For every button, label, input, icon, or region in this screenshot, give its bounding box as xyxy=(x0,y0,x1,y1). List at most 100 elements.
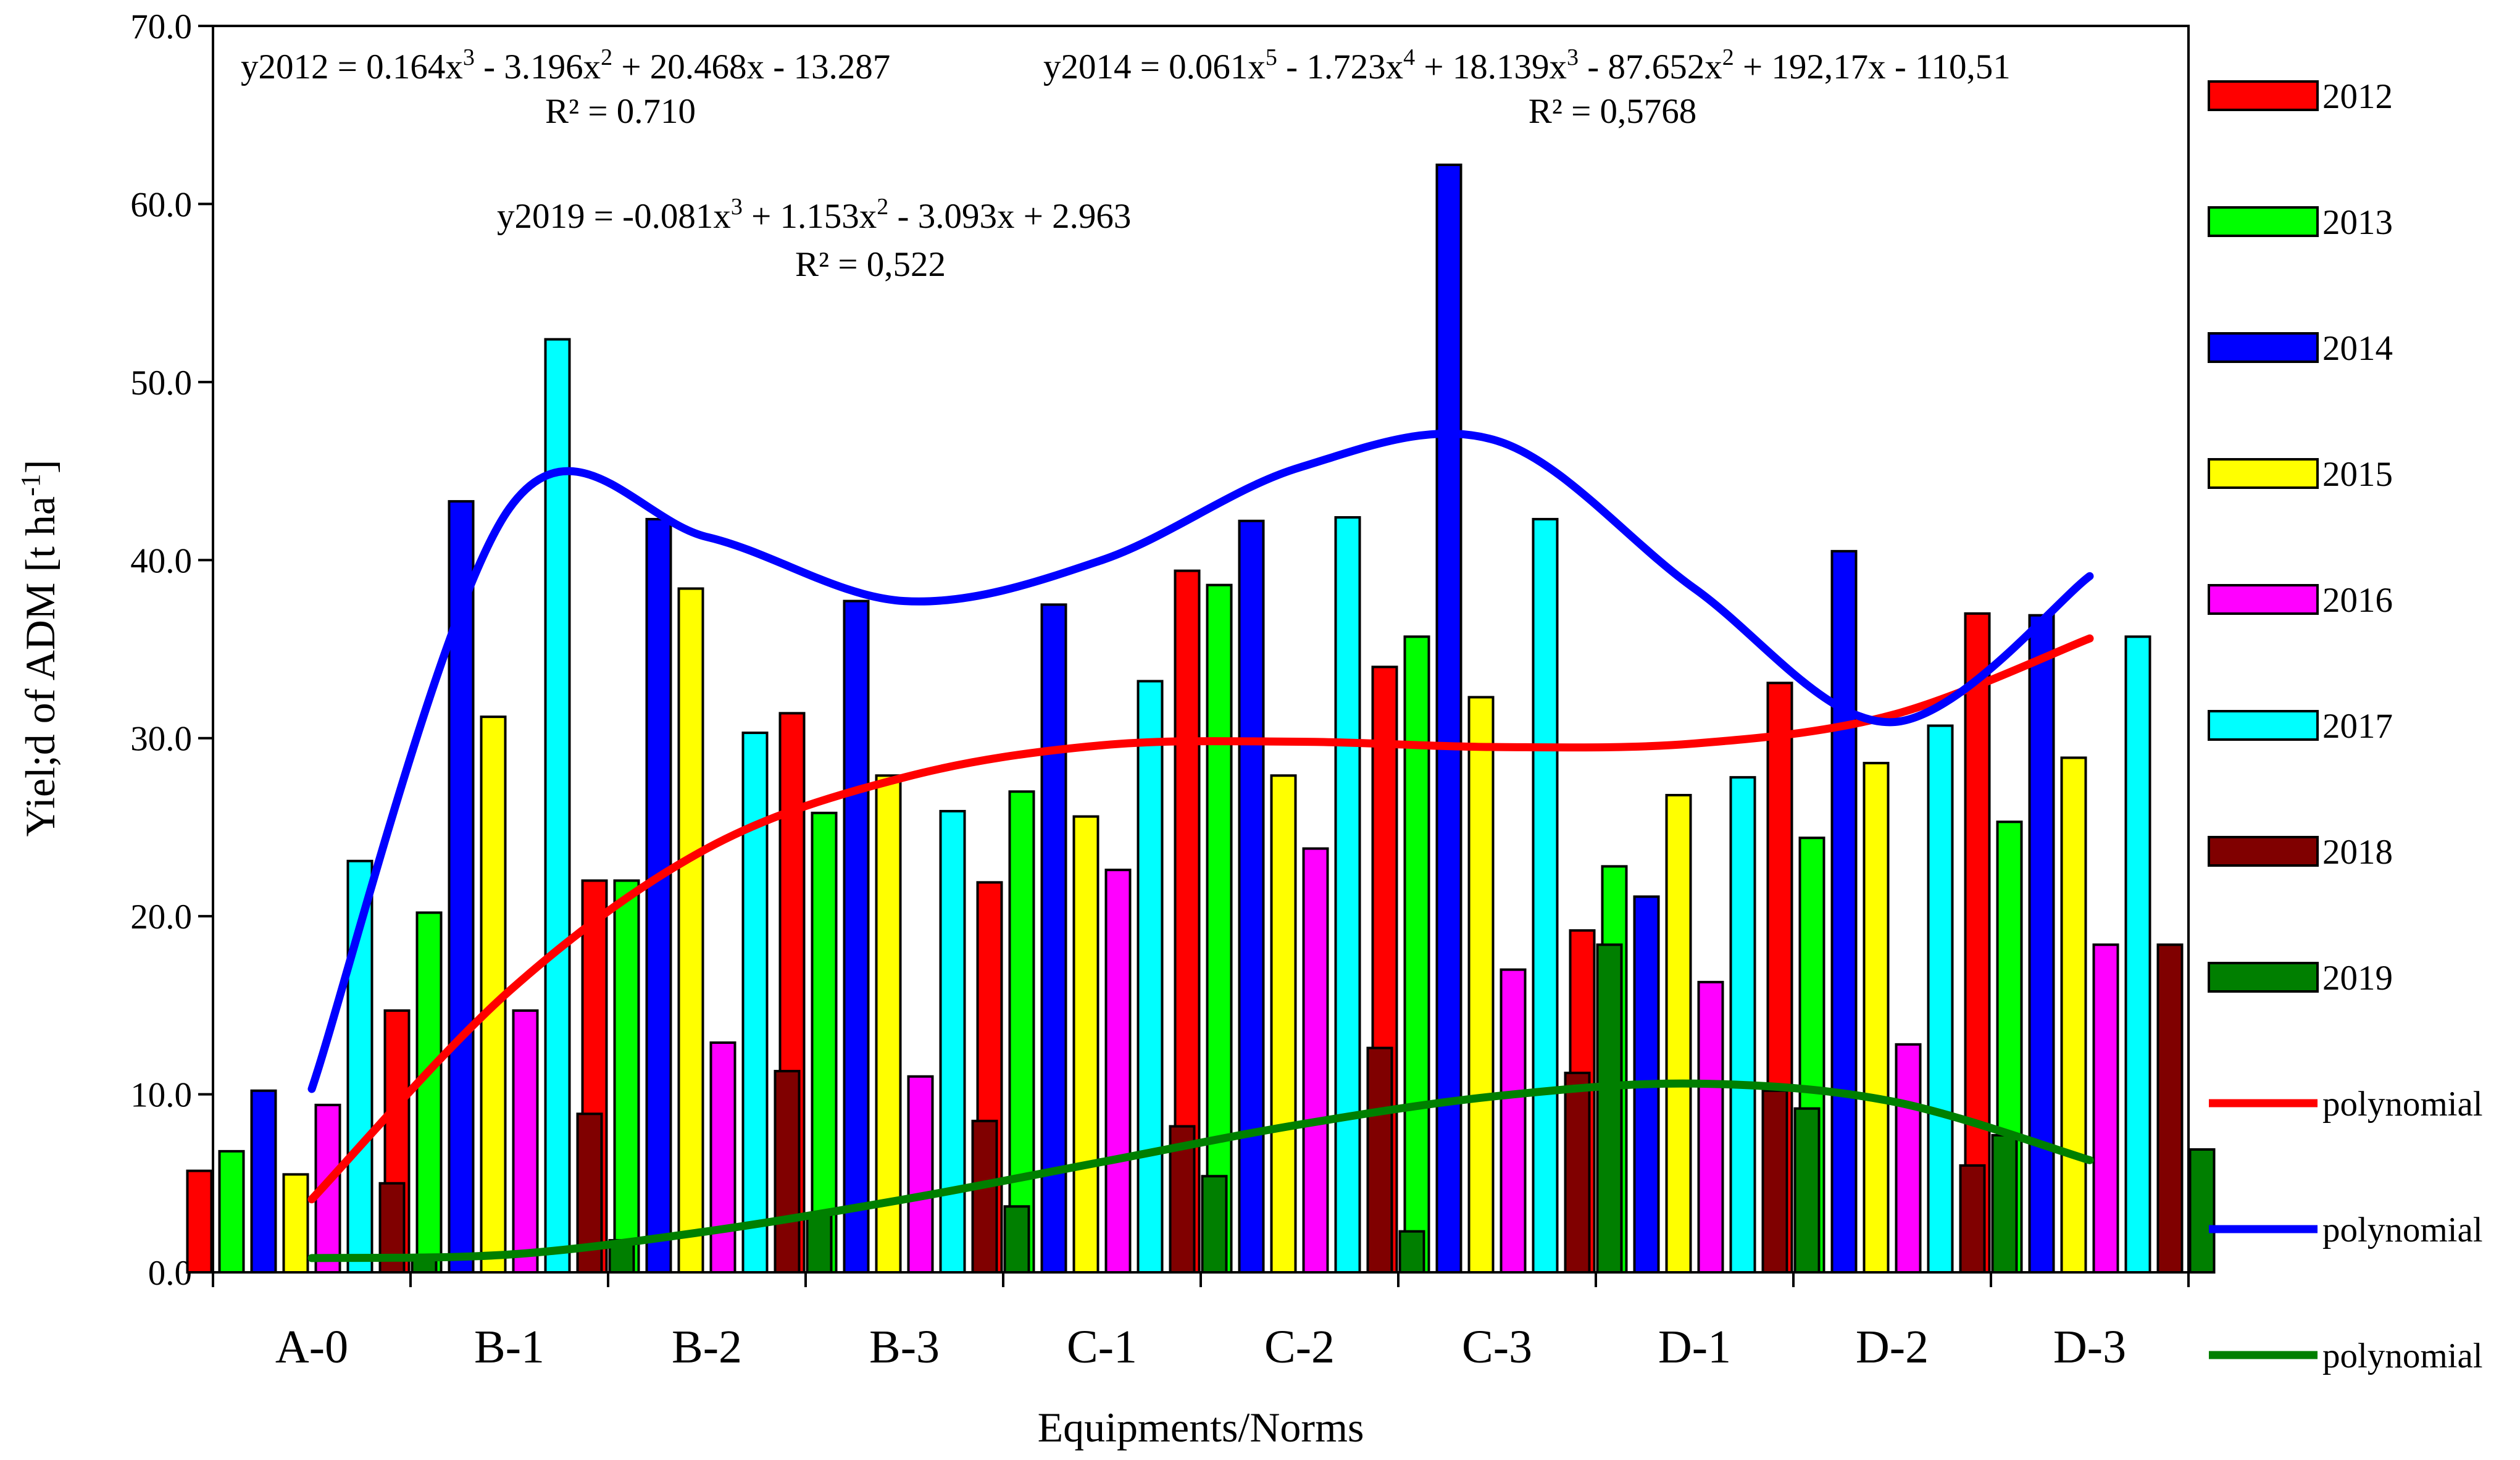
bar-2016-B-3 xyxy=(907,1075,934,1274)
y-tick-label: 0.0 xyxy=(148,1254,192,1293)
legend-swatch-2014 xyxy=(2208,332,2319,363)
legend-swatch-2016 xyxy=(2208,584,2319,615)
bar-2016-C-3 xyxy=(1500,968,1527,1274)
legend-swatch-2015 xyxy=(2208,458,2319,489)
bar-2012-D-3 xyxy=(1964,612,1991,1274)
y-tick-label: 50.0 xyxy=(130,364,192,403)
bar-2014-C-2 xyxy=(1238,519,1265,1274)
x-tick-label: C-3 xyxy=(1462,1321,1532,1373)
legend-label-2016: 2016 xyxy=(2322,581,2393,620)
legend-label-2013: 2013 xyxy=(2322,203,2393,242)
x-tick-label: D-2 xyxy=(1856,1321,1929,1373)
x-tick-label: B-3 xyxy=(869,1321,940,1373)
bar-2017-B-1 xyxy=(544,338,571,1274)
bar-2015-D-2 xyxy=(1863,762,1890,1274)
legend-label-trend-2: polynomial xyxy=(2322,1337,2483,1375)
bar-2015-C-2 xyxy=(1270,774,1297,1274)
bar-2019-D-1 xyxy=(1793,1107,1821,1274)
r2-2014: R² = 0,5768 xyxy=(1529,92,1697,131)
bar-2014-C-3 xyxy=(1435,163,1462,1274)
bar-2019-B-2 xyxy=(806,1212,833,1274)
y-tick-label: 20.0 xyxy=(130,898,192,936)
bar-2017-B-2 xyxy=(741,732,769,1274)
bar-2014-D-2 xyxy=(1830,549,1858,1274)
legend-label-2014: 2014 xyxy=(2322,329,2393,368)
equation-2019: y2019 = -0.081x3 + 1.153x2 - 3.093x + 2.… xyxy=(497,194,1131,236)
bar-2015-D-1 xyxy=(1665,794,1692,1274)
bar-2014-B-2 xyxy=(645,517,672,1274)
legend-label-trend-0: polynomial xyxy=(2322,1085,2483,1124)
bar-2019-D-3 xyxy=(2188,1148,2216,1274)
x-axis-title: Equipments/Norms xyxy=(1038,1404,1364,1451)
legend-swatch-2013 xyxy=(2208,206,2319,237)
bar-2013-B-2 xyxy=(613,879,640,1274)
trendlines xyxy=(307,430,2094,1262)
legend-label-2018: 2018 xyxy=(2322,833,2393,872)
bar-2013-B-1 xyxy=(415,911,443,1274)
y-tick-label: 70.0 xyxy=(130,7,192,46)
bar-2018-D-3 xyxy=(2156,943,2184,1274)
x-tick-label: B-2 xyxy=(672,1321,742,1373)
y-tick-label: 60.0 xyxy=(130,185,192,224)
legend-label-trend-1: polynomial xyxy=(2322,1211,2483,1249)
bar-2016-B-2 xyxy=(709,1041,736,1274)
legend-swatch-2019 xyxy=(2208,962,2319,993)
bar-2014-C-1 xyxy=(1040,603,1067,1274)
bar-2017-C-3 xyxy=(1532,517,1559,1274)
y-tick-label: 30.0 xyxy=(130,720,192,759)
bar-2013-C-3 xyxy=(1403,635,1430,1274)
y-axis-title: Yiel;d of ADM [t ha-1] xyxy=(15,460,64,837)
x-tick-label: B-1 xyxy=(474,1321,544,1373)
y-tick-label: 10.0 xyxy=(130,1076,192,1115)
bar-2017-D-3 xyxy=(2124,635,2151,1274)
legend-label-2019: 2019 xyxy=(2322,959,2393,998)
trendline-0 xyxy=(307,634,2094,1204)
legend-swatch-2012 xyxy=(2208,80,2319,111)
bar-2018-B-2 xyxy=(774,1070,801,1274)
bar-2015-A-0 xyxy=(282,1173,309,1274)
bar-2016-D-3 xyxy=(2092,943,2119,1274)
bar-2018-C-2 xyxy=(1366,1046,1393,1274)
bar-2013-A-0 xyxy=(218,1149,245,1274)
r2-2012: R² = 0.710 xyxy=(545,92,696,131)
x-tick-label: C-2 xyxy=(1264,1321,1335,1373)
bar-2016-C-2 xyxy=(1302,847,1329,1274)
bar-2016-D-1 xyxy=(1697,980,1724,1274)
bar-2016-B-1 xyxy=(512,1009,539,1274)
legend-swatch-2017 xyxy=(2208,710,2319,741)
bar-2018-C-1 xyxy=(1169,1125,1196,1274)
bar-2015-D-3 xyxy=(2060,756,2087,1274)
axes: 0.0 10.0 20.0 30.0 40.0 50.0 60.0 70.0 A-0 B-1 B-2… xyxy=(130,7,2190,1373)
bar-2019-D-2 xyxy=(1991,1133,2018,1274)
bar-2014-D-3 xyxy=(2028,614,2055,1274)
x-tick-label: D-1 xyxy=(1658,1321,1731,1373)
legend-label-2015: 2015 xyxy=(2322,455,2393,494)
bars xyxy=(186,163,2216,1274)
equation-2012: y2012 = 0.164x3 - 3.196x2 + 20.468x - 13… xyxy=(241,44,890,86)
equation-2014: y2014 = 0.061x5 - 1.723x4 + 18.139x3 - 8… xyxy=(1043,44,2011,86)
bar-2018-D-2 xyxy=(1959,1164,1986,1274)
bar-2012-A-0 xyxy=(186,1169,213,1274)
bar-2018-D-1 xyxy=(1761,1089,1788,1274)
trendline-1 xyxy=(307,430,2094,1093)
bar-2013-B-3 xyxy=(811,811,838,1274)
bar-2015-B-2 xyxy=(677,587,704,1274)
bar-2017-B-3 xyxy=(939,809,966,1274)
bar-2017-C-2 xyxy=(1334,516,1361,1274)
bar-2013-C-2 xyxy=(1206,583,1233,1274)
bar-2018-C-3 xyxy=(1564,1071,1591,1274)
bar-2013-C-1 xyxy=(1008,790,1035,1274)
bar-2017-D-2 xyxy=(1927,724,1954,1274)
bar-2019-C-2 xyxy=(1398,1230,1425,1274)
bar-2015-C-1 xyxy=(1072,815,1099,1274)
bar-2016-D-2 xyxy=(1895,1043,1922,1274)
bar-2019-C-3 xyxy=(1596,943,1623,1274)
bar-2015-C-3 xyxy=(1467,696,1495,1274)
y-tick-label: 40.0 xyxy=(130,541,192,580)
r2-2019: R² = 0,522 xyxy=(795,245,946,284)
bar-2016-A-0 xyxy=(314,1103,341,1274)
legend-label-2012: 2012 xyxy=(2322,77,2393,116)
bar-2016-C-1 xyxy=(1104,869,1132,1274)
bar-2019-B-3 xyxy=(1003,1205,1030,1274)
